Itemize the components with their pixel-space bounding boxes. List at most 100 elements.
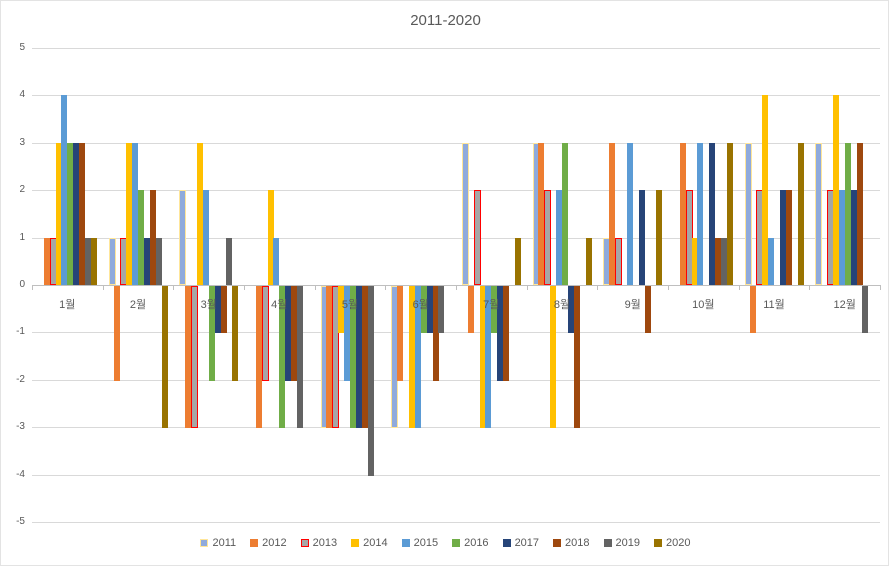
gridline-5 bbox=[32, 48, 880, 49]
legend-swatch-2016 bbox=[452, 539, 461, 547]
bar-2012-11월 bbox=[750, 286, 757, 334]
bar-2014-12월 bbox=[832, 95, 839, 285]
bar-2017-9월 bbox=[638, 190, 645, 285]
gridline-3 bbox=[32, 142, 880, 144]
bar-2019-4월 bbox=[297, 286, 303, 429]
bar-2016-5월 bbox=[350, 286, 356, 429]
legend-item-2017: 2017 bbox=[502, 537, 539, 549]
bar-2014-7월 bbox=[479, 286, 486, 429]
bar-2019-2월 bbox=[155, 237, 162, 285]
gridline--2 bbox=[32, 379, 880, 381]
category-tick bbox=[385, 285, 387, 290]
legend-label: 2012 bbox=[262, 537, 287, 549]
bar-2013-9월 bbox=[615, 237, 622, 285]
bar-2020-11월 bbox=[797, 142, 804, 285]
x-axis-label: 3월 bbox=[200, 299, 217, 311]
chart-title: 2011-2020 bbox=[410, 12, 481, 29]
bar-2012-1월 bbox=[43, 237, 50, 285]
bar-2012-5월 bbox=[326, 286, 333, 429]
legend-item-2019: 2019 bbox=[603, 537, 640, 549]
bar-2017-12월 bbox=[850, 190, 857, 285]
category-tick bbox=[597, 285, 599, 290]
bar-2018-5월 bbox=[361, 286, 368, 429]
y-axis-label: -1 bbox=[16, 326, 25, 338]
y-axis-label: 5 bbox=[19, 42, 25, 53]
bar-2012-3월 bbox=[185, 286, 192, 429]
bar-2018-8월 bbox=[573, 286, 580, 429]
bar-2015-12월 bbox=[838, 190, 845, 285]
bar-2016-4월 bbox=[279, 286, 286, 429]
bar-2012-2월 bbox=[114, 286, 121, 381]
bar-2019-12월 bbox=[862, 286, 869, 334]
bar-2011-2월 bbox=[108, 237, 116, 285]
bar-2014-11월 bbox=[762, 95, 769, 285]
bar-2018-7월 bbox=[503, 286, 510, 381]
bar-2017-8월 bbox=[567, 286, 574, 334]
bar-2018-6월 bbox=[432, 286, 439, 381]
bar-2014-2월 bbox=[126, 142, 133, 285]
bar-2018-11월 bbox=[785, 190, 792, 285]
legend-item-2014: 2014 bbox=[351, 537, 388, 549]
bar-2020-10월 bbox=[726, 142, 733, 285]
bar-2012-4월 bbox=[255, 286, 262, 429]
bar-2017-1월 bbox=[73, 142, 80, 285]
bar-2014-4월 bbox=[267, 190, 274, 285]
bar-2014-5월 bbox=[338, 286, 345, 334]
y-axis-label: -5 bbox=[16, 516, 25, 527]
x-axis-label: 12월 bbox=[833, 299, 856, 311]
bar-2012-7월 bbox=[467, 286, 474, 334]
bar-2017-11월 bbox=[779, 190, 786, 285]
y-axis-label: -4 bbox=[16, 468, 25, 480]
legend-swatch-2011 bbox=[200, 539, 209, 547]
bar-2012-6월 bbox=[397, 286, 404, 381]
x-axis-label: 9월 bbox=[624, 299, 641, 311]
bar-2016-12월 bbox=[844, 142, 851, 285]
category-tick bbox=[32, 285, 33, 290]
bar-2019-10월 bbox=[721, 237, 727, 285]
bar-2018-1월 bbox=[79, 142, 86, 285]
bar-2015-4월 bbox=[273, 237, 280, 285]
gridline-2 bbox=[32, 190, 880, 192]
x-axis-label: 11월 bbox=[763, 299, 785, 311]
bar-2016-1월 bbox=[67, 142, 74, 285]
bar-2015-8월 bbox=[556, 190, 563, 285]
bar-2011-11월 bbox=[744, 142, 752, 285]
bar-2020-3월 bbox=[232, 286, 239, 381]
legend-swatch-2012 bbox=[250, 539, 259, 547]
bar-2020-2월 bbox=[161, 286, 168, 429]
bar-2018-3월 bbox=[220, 286, 227, 334]
category-tick bbox=[456, 285, 457, 290]
legend-label: 2011 bbox=[212, 537, 237, 549]
bar-2017-4월 bbox=[285, 286, 292, 381]
x-axis-label: 5월 bbox=[341, 299, 359, 311]
category-tick bbox=[102, 285, 104, 290]
legend-swatch-2015 bbox=[401, 539, 410, 547]
bar-2017-10월 bbox=[709, 142, 716, 285]
y-axis-label: 2 bbox=[19, 184, 25, 196]
bar-2018-4월 bbox=[291, 286, 298, 381]
bar-2012-9월 bbox=[609, 142, 616, 285]
legend-item-2011: 2011 bbox=[200, 537, 236, 549]
bar-2014-10월 bbox=[691, 237, 698, 285]
category-tick bbox=[668, 285, 669, 290]
bar-2015-5월 bbox=[344, 286, 351, 381]
category-tick bbox=[526, 285, 528, 290]
x-axis-label: 7월 bbox=[483, 299, 500, 311]
bar-2016-6월 bbox=[420, 286, 427, 334]
bar-2020-8월 bbox=[585, 237, 592, 285]
legend-item-2018: 2018 bbox=[553, 537, 590, 549]
x-axis-label: 8월 bbox=[553, 299, 571, 311]
bar-2019-1월 bbox=[85, 237, 91, 285]
bar-2017-7월 bbox=[497, 286, 504, 381]
bar-2018-9월 bbox=[644, 286, 651, 334]
bar-2012-8월 bbox=[538, 142, 545, 285]
category-tick bbox=[809, 285, 811, 290]
gridline--4 bbox=[32, 474, 880, 476]
bar-2018-10월 bbox=[715, 237, 722, 285]
y-axis-label: 1 bbox=[19, 231, 25, 243]
bar-2011-7월 bbox=[461, 142, 469, 285]
y-axis-label: -2 bbox=[16, 373, 25, 385]
bar-2017-6월 bbox=[426, 286, 433, 334]
bar-2015-11월 bbox=[768, 237, 775, 285]
gridline--5 bbox=[32, 522, 880, 523]
